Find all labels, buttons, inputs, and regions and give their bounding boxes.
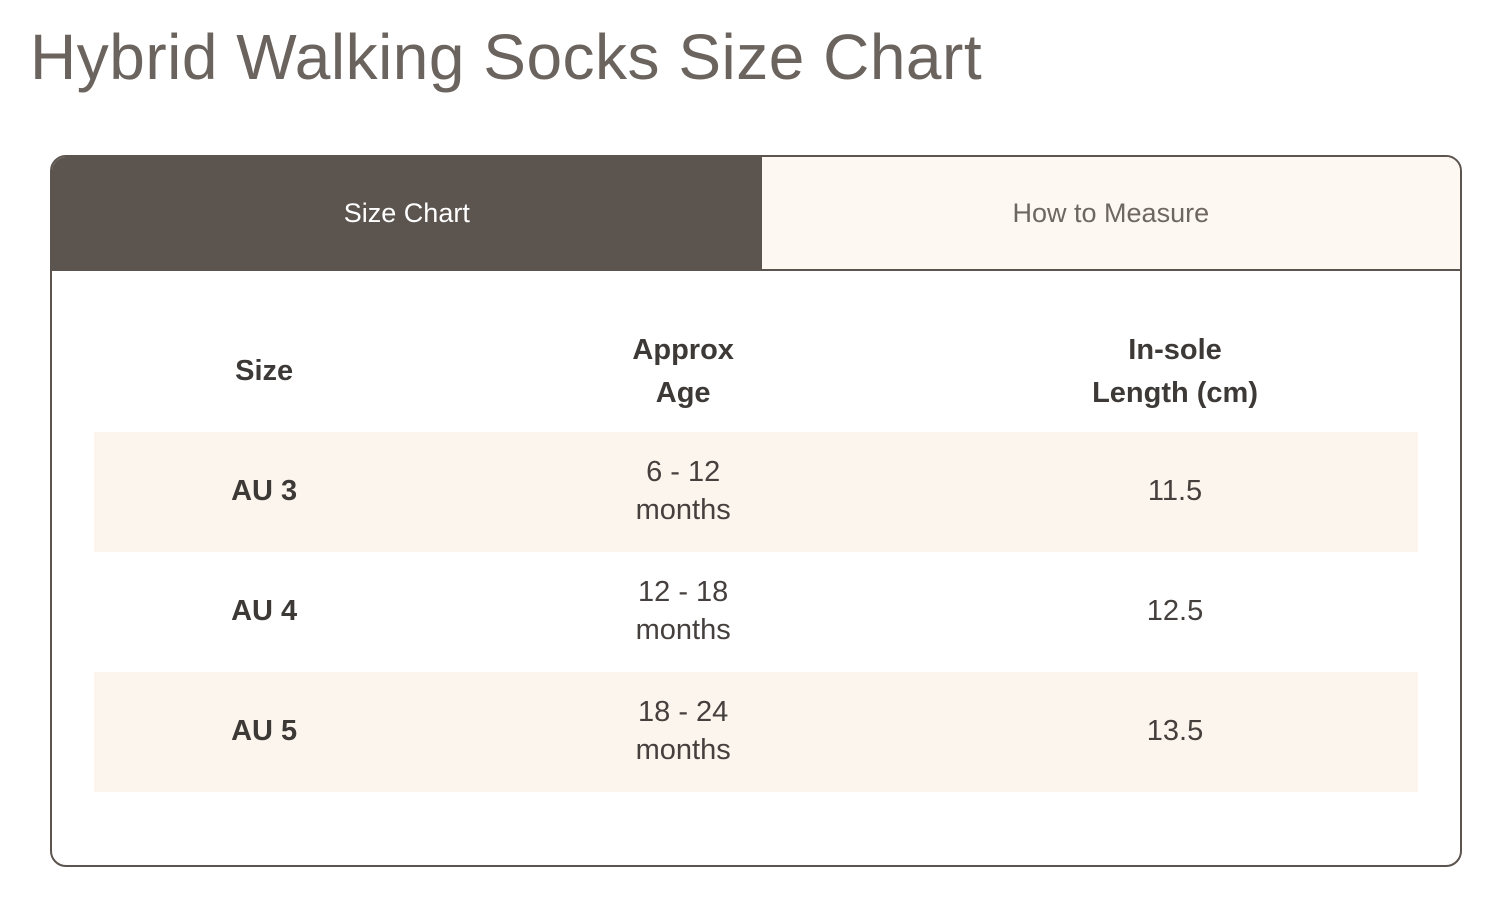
header-line: Age <box>655 376 711 409</box>
size-chart-panel: Size Approx Age In-sole Length (cm) AU 3… <box>52 271 1460 792</box>
header-line: Approx <box>632 334 734 367</box>
insole-length-value: 13.5 <box>1146 715 1204 748</box>
insole-length-value: 11.5 <box>1147 475 1203 508</box>
table-header-row: Size Approx Age In-sole Length (cm) <box>94 311 1418 432</box>
age-value: 12 - 18 months <box>434 574 932 649</box>
size-chart-card: Size Chart How to Measure Size Approx Ag… <box>50 155 1462 867</box>
table-row: AU 5 18 - 24 months 13.5 <box>94 672 1418 792</box>
tab-size-chart[interactable]: Size Chart <box>52 157 762 269</box>
age-range: 18 - 24 <box>638 696 729 729</box>
header-line: Length (cm) <box>1092 376 1258 409</box>
size-value: AU 3 <box>231 475 298 508</box>
age-range: 12 - 18 <box>638 576 729 609</box>
column-header-approx-age: Approx Age <box>434 329 932 413</box>
age-unit: months <box>635 494 731 526</box>
page-title: Hybrid Walking Socks Size Chart <box>30 21 983 93</box>
insole-length-value: 12.5 <box>1146 595 1204 628</box>
age-value: 6 - 12 months <box>434 454 932 529</box>
header-line: Size <box>235 355 294 388</box>
size-value: AU 5 <box>231 715 298 748</box>
table-row: AU 3 6 - 12 months 11.5 <box>94 432 1418 552</box>
header-line: In-sole <box>1128 334 1222 367</box>
age-unit: months <box>635 734 731 766</box>
age-range: 6 - 12 <box>646 456 721 489</box>
tab-bar: Size Chart How to Measure <box>52 157 1460 271</box>
table-row: AU 4 12 - 18 months 12.5 <box>94 552 1418 672</box>
age-value: 18 - 24 months <box>434 694 932 769</box>
size-value: AU 4 <box>231 595 298 628</box>
column-header-size: Size <box>94 350 434 392</box>
age-unit: months <box>635 614 731 646</box>
tab-how-to-measure[interactable]: How to Measure <box>761 157 1460 269</box>
column-header-insole-length: In-sole Length (cm) <box>932 329 1418 413</box>
